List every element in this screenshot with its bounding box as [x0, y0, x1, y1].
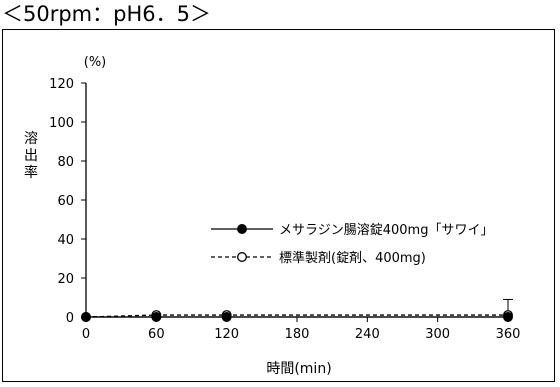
legend-label: メサラジン腸溶錠400mg「サワイ」 [279, 223, 493, 238]
y-axis-label: 溶出率 [24, 131, 38, 181]
y-tick-label: 0 [66, 311, 74, 326]
x-tick-label: 240 [355, 327, 380, 342]
dissolution-chart: (%) 溶出率 時間(min) 0 60 120 180 240 300 360 0 20 40… [24, 55, 521, 377]
x-axis-label: 時間(min) [266, 361, 331, 377]
data-point [221, 312, 232, 322]
series-layer [81, 298, 513, 322]
data-point [81, 312, 91, 322]
axes [85, 83, 508, 318]
x-tick-label: 360 [496, 327, 521, 342]
y-tick-label: 40 [57, 233, 74, 248]
y-tick-label: 120 [49, 77, 74, 92]
x-tick-label: 180 [285, 327, 310, 342]
data-point [151, 312, 162, 322]
legend-marker [237, 252, 247, 262]
legend-marker [237, 224, 247, 234]
x-tick-label: 300 [425, 327, 450, 342]
x-tick-label: 0 [82, 327, 90, 342]
chart-frame: (%) 溶出率 時間(min) 0 60 120 180 240 300 360 0 20 40… [2, 29, 555, 382]
chart-heading: ＜50rpm：pH6．5＞ [2, 2, 211, 26]
y-ticks: 0 20 40 60 80 100 120 [49, 77, 86, 326]
y-unit-label: (%) [84, 55, 107, 70]
y-tick-label: 80 [57, 155, 74, 170]
y-tick-label: 20 [57, 272, 74, 287]
series-line [85, 314, 508, 318]
x-ticks: 0 60 120 180 240 300 360 [82, 317, 521, 342]
y-tick-label: 100 [49, 116, 74, 131]
x-tick-label: 60 [148, 327, 165, 342]
x-tick-label: 120 [214, 327, 239, 342]
data-point [503, 312, 513, 322]
y-tick-label: 60 [57, 194, 74, 209]
legend-label: 標準製剤(錠剤、400mg) [279, 250, 426, 266]
legend: メサラジン腸溶錠400mg「サワイ」標準製剤(錠剤、400mg) [211, 223, 493, 266]
